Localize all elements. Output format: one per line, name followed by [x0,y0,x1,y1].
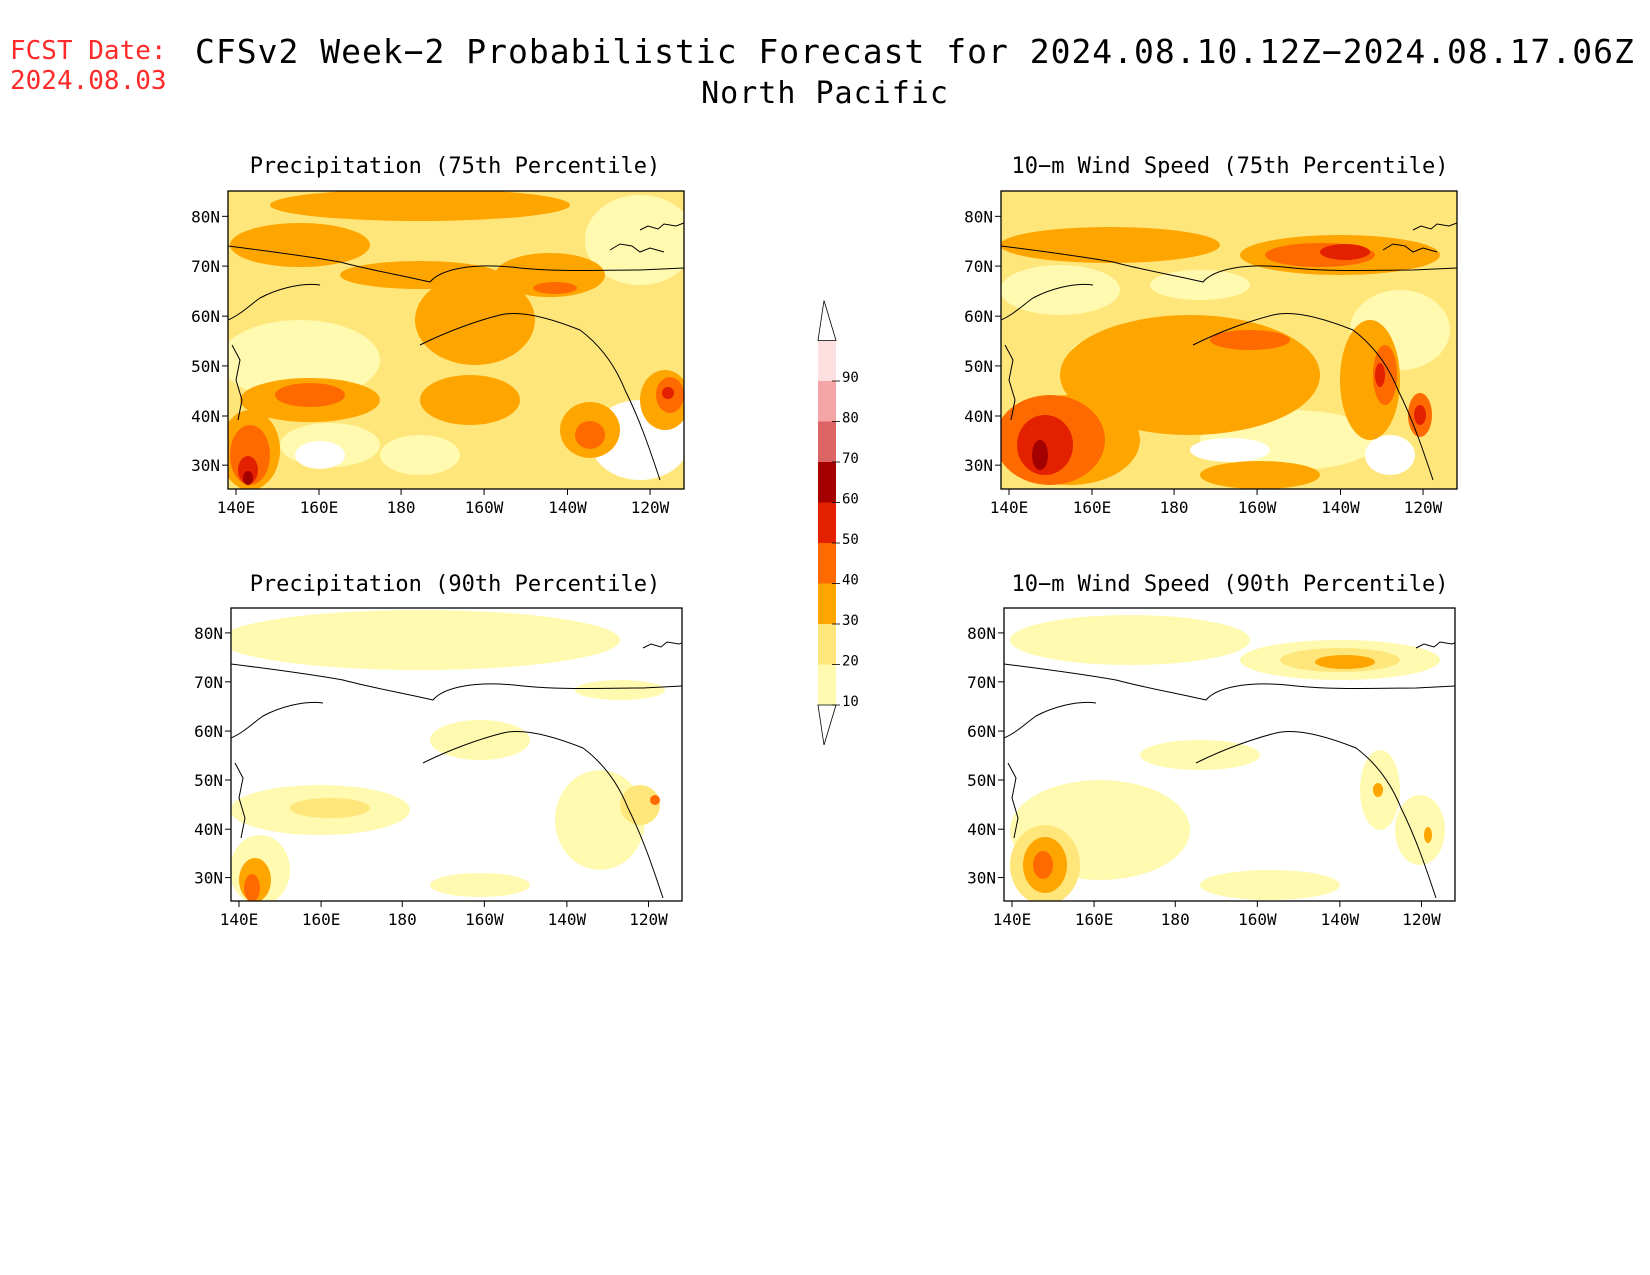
lat-tick-label: 80N [967,624,996,643]
coastlines [228,222,684,481]
lat-tick-label: 50N [191,357,220,376]
lon-tick-label: 180 [388,910,417,929]
coastlines [1001,222,1457,481]
lon-tick-label: 160E [300,498,339,517]
lon-tick-label: 160E [302,910,341,929]
colorbar-swatch [818,543,836,584]
lat-tick-label: 80N [194,624,223,643]
lon-tick-label: 140W [548,910,587,929]
lon-tick-label: 160W [1238,498,1277,517]
colorbar-max-tip [817,300,837,341]
lat-tick-label: 70N [967,673,996,692]
panel-title: 10−m Wind Speed (90th Percentile) [1011,572,1448,597]
lat-tick-label: 60N [967,722,996,741]
precip-75-shading [228,191,684,489]
lon-tick-label: 120W [629,910,668,929]
lon-tick-label: 180 [1161,910,1190,929]
lon-tick-label: 160W [465,910,504,929]
lat-tick-label: 40N [191,407,220,426]
lat-tick-label: 70N [194,673,223,692]
coastlines [231,641,682,899]
lat-axis: 80N 70N 60N 50N 40N 30N [967,624,1004,888]
lon-tick-label: 160W [465,498,504,517]
colorbar-label: 90 [842,370,859,386]
lat-tick-label: 40N [967,820,996,839]
lon-axis: 140E 160E 180 160W 140W 120W [990,489,1443,517]
colorbar-label: 40 [842,573,859,589]
lat-axis: 80N 70N 60N 50N 40N 30N [964,207,1001,475]
forecast-date-label: FCST Date: 2024.08.03 [10,36,167,96]
colorbar-swatch [818,664,836,705]
lon-tick-label: 140E [217,498,256,517]
panel-wind-90: 10−m Wind Speed (90th Percentile) [967,572,1456,929]
lon-tick-label: 140W [1321,498,1360,517]
panel-precip-75: Precipitation (75th Percentile) [191,154,685,517]
page-subtitle: North Pacific [701,76,949,111]
lat-tick-label: 60N [964,307,993,326]
lon-tick-label: 120W [631,498,670,517]
colorbar-label: 10 [842,694,859,710]
wind-75-shading [1001,191,1457,489]
colorbar-swatch [818,502,836,543]
lon-tick-label: 160E [1073,498,1112,517]
lon-tick-label: 180 [1160,498,1189,517]
colorbar-swatch [818,340,836,381]
lat-tick-label: 50N [967,771,996,790]
lat-tick-label: 30N [191,456,220,475]
lat-tick-label: 70N [191,257,220,276]
colorbar-swatch [818,462,836,503]
colorbar-min-tip [817,704,837,746]
lat-tick-label: 30N [194,869,223,888]
colorbar-label: 30 [842,613,859,629]
lon-axis: 140E 160E 180 160W 140W 120W [993,901,1441,929]
lat-tick-label: 30N [964,456,993,475]
lon-tick-label: 160E [1075,910,1114,929]
lat-tick-label: 80N [964,207,993,226]
lon-tick-label: 180 [387,498,416,517]
lat-tick-label: 80N [191,207,220,226]
lon-axis: 140E 160E 180 160W 140W 120W [220,901,668,929]
lat-axis: 80N 70N 60N 50N 40N 30N [194,624,231,888]
lat-tick-label: 50N [194,771,223,790]
colorbar-swatch [818,421,836,462]
wind-90-shading [1004,608,1455,901]
fcst-date: 2024.08.03 [10,66,167,96]
lat-tick-label: 40N [964,407,993,426]
lon-tick-label: 140W [1321,910,1360,929]
colorbar-label: 80 [842,411,859,427]
colorbar-label: 50 [842,532,859,548]
lon-tick-label: 120W [1404,498,1443,517]
colorbar-swatch [818,624,836,665]
colorbar-label: 20 [842,654,859,670]
colorbar-label: 70 [842,451,859,467]
lat-tick-label: 60N [194,722,223,741]
lon-tick-label: 140E [993,910,1032,929]
lat-axis: 80N 70N 60N 50N 40N 30N [191,207,228,475]
colorbar: 10 20 30 40 50 60 70 80 90 [817,300,859,746]
lon-tick-label: 140E [990,498,1029,517]
precip-90-shading [231,608,682,901]
lon-tick-label: 160W [1238,910,1277,929]
coastlines [1004,641,1455,899]
lat-tick-label: 50N [964,357,993,376]
lon-tick-label: 140E [220,910,259,929]
colorbar-swatch [818,583,836,624]
lon-tick-label: 140W [548,498,587,517]
panel-title: Precipitation (75th Percentile) [250,154,661,179]
lat-tick-label: 30N [967,869,996,888]
lon-tick-label: 120W [1402,910,1441,929]
panel-title: 10−m Wind Speed (75th Percentile) [1011,154,1448,179]
lat-tick-label: 70N [964,257,993,276]
panel-title: Precipitation (90th Percentile) [250,572,661,597]
colorbar-label: 60 [842,492,859,508]
colorbar-swatch [818,381,836,422]
lat-tick-label: 40N [194,820,223,839]
fcst-label: FCST Date: [10,36,167,66]
lon-axis: 140E 160E 180 160W 140W 120W [217,489,670,517]
lat-tick-label: 60N [191,307,220,326]
panel-wind-75: 10−m Wind Speed (75th Percentile) [964,154,1458,517]
